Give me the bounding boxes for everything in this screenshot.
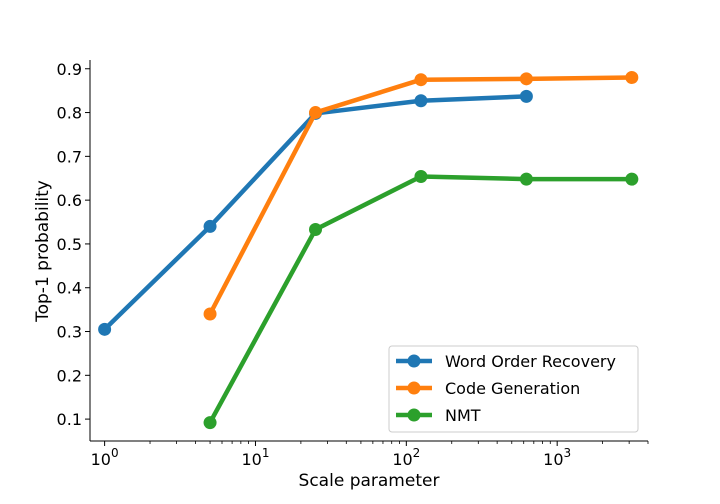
data-point <box>414 73 428 87</box>
data-point <box>519 72 533 86</box>
data-point <box>519 172 533 186</box>
series <box>98 71 639 430</box>
series-code-generation <box>203 71 639 321</box>
series-word-order-recovery <box>98 89 533 336</box>
y-tick-label: 0.4 <box>57 279 82 298</box>
series-nmt <box>203 169 639 430</box>
x-tick-exponent: 0 <box>111 446 119 460</box>
y-tick-label: 0.5 <box>57 235 82 254</box>
y-axis-label: Top-1 probability <box>33 180 53 323</box>
x-axis-label: Scale parameter <box>299 471 440 491</box>
x-tick-label: 103 <box>543 446 571 469</box>
legend-frame <box>388 345 639 433</box>
legend-item: NMT <box>396 406 481 425</box>
legend-label: Word Order Recovery <box>445 352 616 371</box>
y-tick-label: 0.6 <box>57 191 82 210</box>
legend-swatch-marker <box>407 354 421 368</box>
x-tick-exponent: 3 <box>564 446 572 460</box>
data-point <box>625 71 639 85</box>
data-point <box>625 172 639 186</box>
data-point <box>309 106 323 120</box>
x-tick-base: 10 <box>543 450 563 469</box>
x-tick-base: 10 <box>392 450 412 469</box>
data-point <box>414 94 428 108</box>
x-tick-base: 10 <box>91 450 111 469</box>
data-point <box>519 89 533 103</box>
series-line <box>102 94 529 332</box>
x-tick-base: 10 <box>241 450 261 469</box>
series-line <box>207 75 635 317</box>
y-tick-label: 0.7 <box>57 147 82 166</box>
x-tick-label: 102 <box>392 446 420 469</box>
legend-label: Code Generation <box>445 379 580 398</box>
data-point <box>203 219 217 233</box>
legend-item: Word Order Recovery <box>396 352 616 371</box>
legend-swatch-marker <box>407 408 421 422</box>
y-tick-label: 0.3 <box>57 323 82 342</box>
data-point <box>98 322 112 336</box>
legend-item: Code Generation <box>396 379 580 398</box>
x-tick-label: 101 <box>241 446 269 469</box>
data-point <box>414 169 428 183</box>
data-point <box>309 222 323 236</box>
y-tick-label: 0.9 <box>57 60 82 79</box>
y-tick-label: 0.1 <box>57 410 82 429</box>
data-point <box>203 416 217 430</box>
x-tick-exponent: 1 <box>262 446 270 460</box>
y-tick-label: 0.8 <box>57 104 82 123</box>
legend-label: NMT <box>445 406 481 425</box>
data-point <box>203 307 217 321</box>
y-tick-label: 0.2 <box>57 366 82 385</box>
legend-swatch-marker <box>407 381 421 395</box>
x-tick-label: 100 <box>91 446 119 469</box>
axes <box>89 60 648 442</box>
legend: Word Order Recovery Code Generation NMT <box>388 345 639 433</box>
x-tick-exponent: 2 <box>413 446 421 460</box>
